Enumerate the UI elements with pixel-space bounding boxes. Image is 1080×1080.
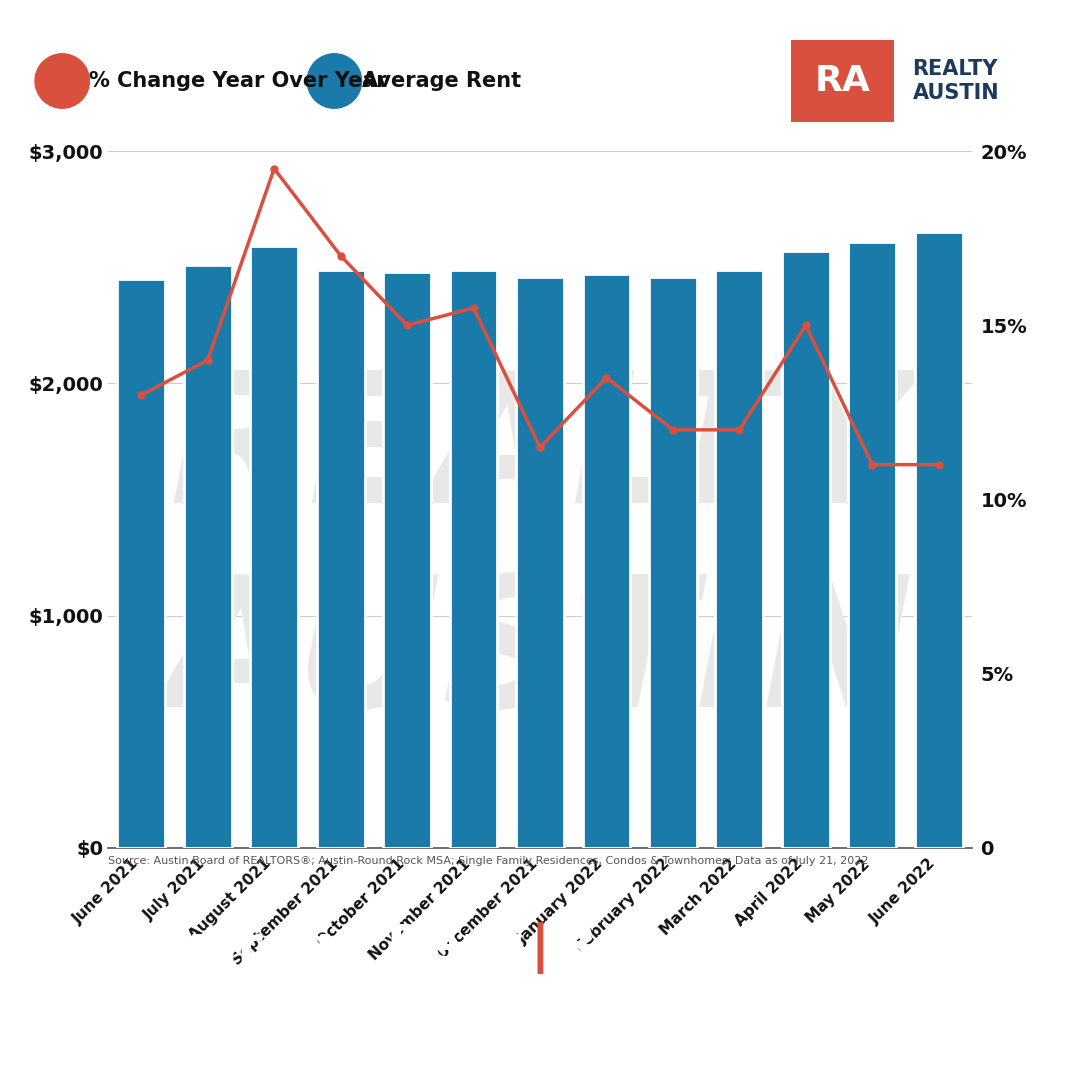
- Bar: [118, 279, 165, 848]
- Ellipse shape: [35, 54, 90, 108]
- Text: Austin-Round Rock: Austin-Round Rock: [243, 1014, 540, 1042]
- Text: Average Rent: Average Rent: [362, 71, 521, 91]
- Bar: [251, 246, 298, 848]
- Text: Average Rent: Average Rent: [131, 923, 540, 973]
- Text: REALTY
AUSTIN: REALTY AUSTIN: [165, 365, 915, 745]
- Bar: [516, 276, 564, 848]
- Text: |: |: [530, 922, 550, 974]
- Text: RA: RA: [814, 64, 870, 98]
- Text: June 2021 - July 2022: June 2021 - July 2022: [540, 1014, 872, 1042]
- Text: % Change Year Over Year: % Change Year Over Year: [90, 71, 387, 91]
- Bar: [582, 274, 631, 848]
- Bar: [316, 270, 365, 848]
- Text: |: |: [525, 1013, 555, 1042]
- Bar: [782, 251, 829, 848]
- Bar: [383, 272, 431, 848]
- Bar: [449, 270, 498, 848]
- Bar: [649, 276, 697, 848]
- Bar: [715, 270, 764, 848]
- Text: Rent Appreciation: Rent Appreciation: [540, 923, 1080, 973]
- Bar: [184, 265, 231, 848]
- Text: REALTY
AUSTIN: REALTY AUSTIN: [913, 58, 999, 104]
- Bar: [849, 242, 896, 848]
- FancyBboxPatch shape: [791, 40, 894, 122]
- Bar: [915, 232, 962, 848]
- Text: Source: Austin Board of REALTORS®; Austin-Round Rock MSA; Single Family Residenc: Source: Austin Board of REALTORS®; Austi…: [108, 856, 868, 866]
- Ellipse shape: [307, 54, 362, 108]
